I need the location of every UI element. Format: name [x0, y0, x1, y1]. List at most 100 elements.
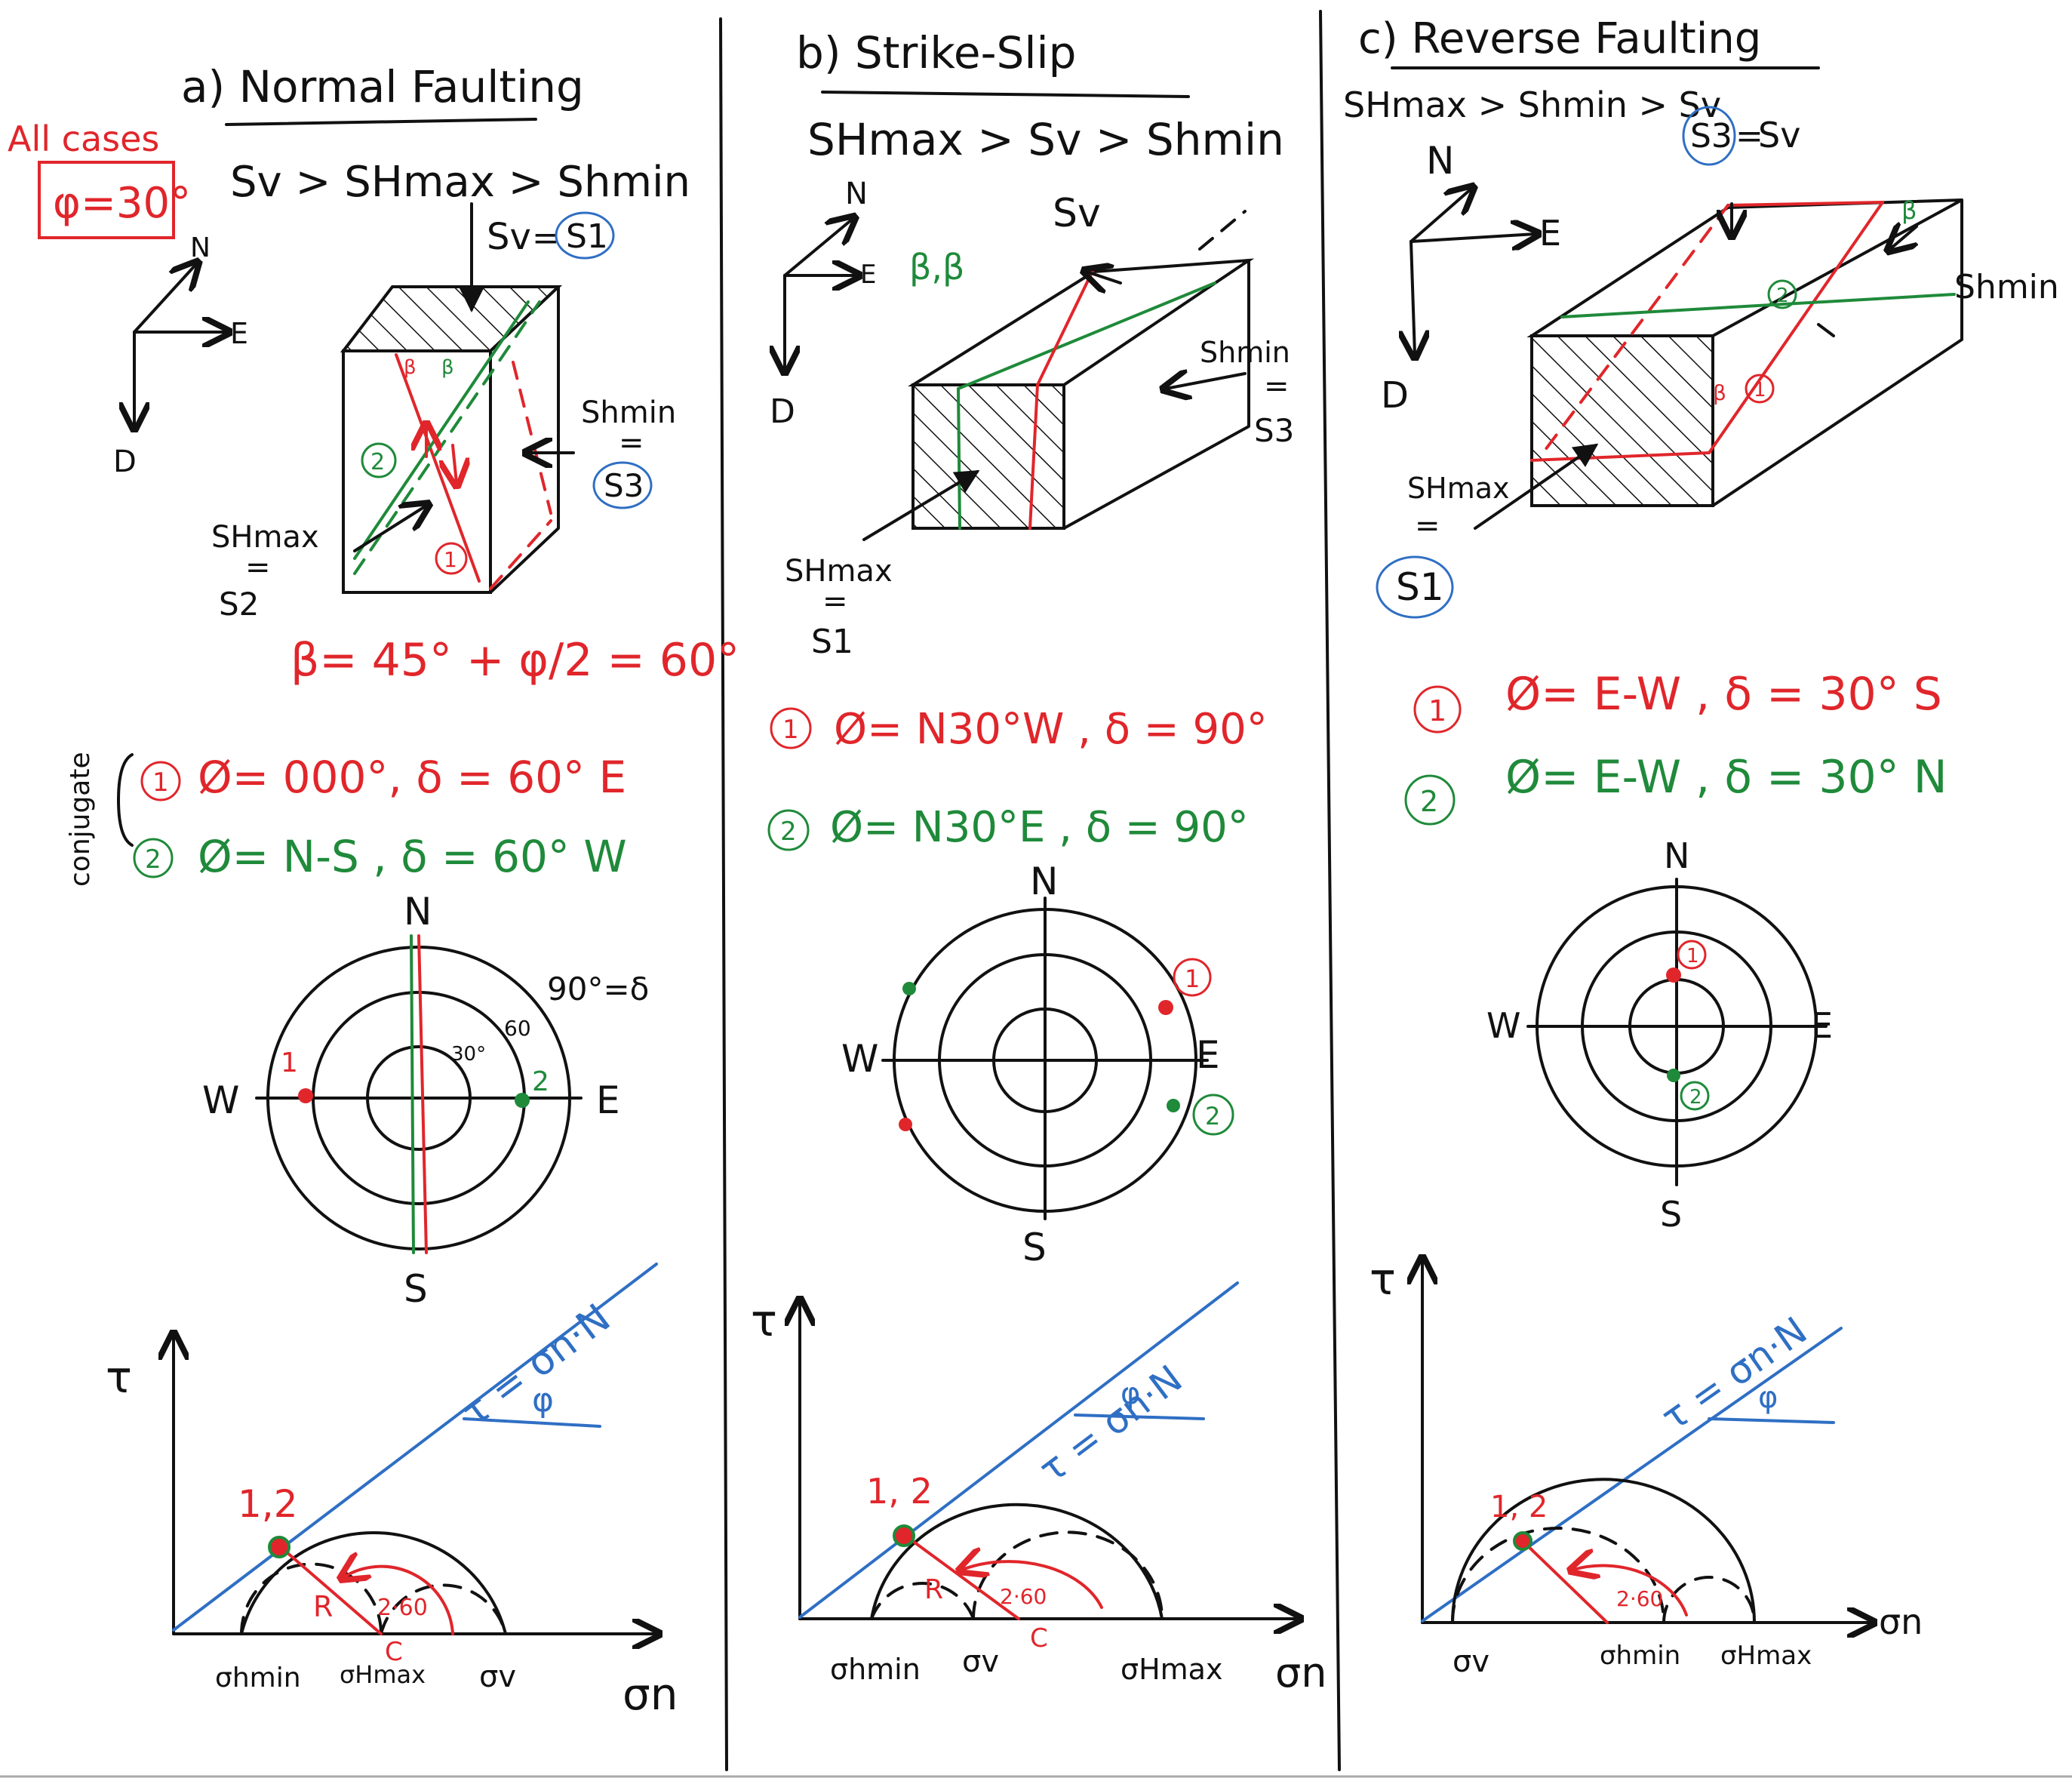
- s1-label-b: S1: [811, 623, 853, 661]
- shmin-label-c: Shmin: [1954, 268, 2059, 306]
- pole-2-label: 2: [532, 1066, 549, 1097]
- stereonet-c: N S E W 1 2: [1486, 835, 1833, 1235]
- s1-label-c: S1: [1396, 565, 1444, 609]
- stereonet-c-w: W: [1486, 1005, 1520, 1046]
- plane-1-marker: 1: [444, 547, 457, 572]
- panel-strike-slip: b) Strike-Slip SHmax > Sv > Shmin N E D …: [751, 27, 1327, 1696]
- stereonet-c-n: N: [1664, 835, 1689, 876]
- orientation-axes-icon: N E D: [113, 232, 248, 479]
- panel-a-title: a) Normal Faulting: [181, 61, 584, 112]
- plane-2-orientation-b: Ø= N30°E , δ = 90°: [830, 803, 1249, 852]
- axis-e-label: E: [230, 317, 248, 350]
- axis-n-label: N: [190, 232, 211, 263]
- shmin-label: Shmin: [581, 395, 676, 430]
- s3-label-c: S3: [1690, 117, 1732, 155]
- plane-1-circle-num-c: 1: [1428, 694, 1446, 728]
- plane-1-circle-num: 1: [152, 767, 169, 798]
- shmax-label-c: SHmax: [1407, 472, 1510, 505]
- plane-1-marker-c: 1: [1754, 379, 1766, 401]
- tau-axis-label-b: τ: [751, 1295, 777, 1346]
- phi-angle-label: φ: [532, 1381, 554, 1420]
- shmin-equals-b: =: [1264, 369, 1290, 404]
- stereonet-b-w: W: [841, 1037, 878, 1081]
- panel-reverse-faulting: c) Reverse Faulting SHmax > Shmin > Sv N…: [1343, 14, 2059, 1679]
- sigma-hmax-tick-b: σHmax: [1121, 1653, 1222, 1686]
- axis-e-label-c: E: [1539, 213, 1561, 254]
- plane-2-marker: 2: [370, 449, 385, 475]
- beta-pair-label: β,β: [909, 247, 964, 288]
- normal-fault-block: β β 2 1: [340, 202, 575, 594]
- plane-2-circle-num-b: 2: [780, 817, 797, 847]
- pole-2-label-c: 2: [1689, 1086, 1702, 1109]
- two-theta-label: 2·60: [377, 1595, 428, 1621]
- sigma-hmin-tick: σhmin: [215, 1663, 301, 1693]
- sigma-hmin-tick-c: σhmin: [1600, 1641, 1680, 1671]
- center-label: C: [385, 1637, 403, 1667]
- stereonet-b-s: S: [1022, 1226, 1047, 1269]
- pole-2-label-b: 2: [1205, 1102, 1220, 1130]
- ring-60-label: 60: [504, 1016, 531, 1041]
- phi-angle-label-c: φ: [1758, 1380, 1778, 1415]
- s3-label: S3: [604, 467, 644, 504]
- beta-formula: β= 45° + φ/2 = 60°: [291, 634, 739, 687]
- ring-30-label: 30°: [451, 1043, 486, 1066]
- s2-label: S2: [219, 586, 259, 623]
- sv-label-b: Sv: [1053, 191, 1101, 236]
- plane-2-circle-num-c: 2: [1420, 785, 1438, 818]
- sv-label: Sv: [487, 216, 531, 258]
- all-cases-label: All cases: [8, 118, 159, 159]
- orientation-axes-icon-b: N E D β,β: [770, 177, 964, 431]
- panel-a-stress-order: Sv > SHmax > Shmin: [230, 158, 690, 207]
- mohr-diagram-c: τ σn τ = σn·N φ 1, 2 2·60 σv σhmin σHmax: [1370, 1254, 1923, 1679]
- sigma-hmax-tick-c: σHmax: [1720, 1641, 1812, 1671]
- two-theta-label-c: 2·60: [1616, 1586, 1663, 1611]
- plane-2-orientation: Ø= N-S , δ = 60° W: [198, 831, 627, 882]
- sigma-n-axis-label-b: σn: [1275, 1649, 1327, 1696]
- friction-angle-label: φ=30°: [53, 179, 191, 228]
- phi-angle-label-b: φ: [1121, 1377, 1140, 1411]
- shmin-equals: =: [619, 426, 644, 460]
- failure-point-label-b: 1, 2: [866, 1471, 933, 1512]
- panel-c-stress-order: SHmax > Shmin > Sv: [1343, 85, 1721, 125]
- center-label-b: C: [1030, 1623, 1048, 1653]
- all-cases-note: All cases φ=30°: [8, 118, 191, 239]
- panel-b-title: b) Strike-Slip: [796, 27, 1076, 78]
- plane-2-orientation-c: Ø= E-W , δ = 30° N: [1505, 751, 1947, 804]
- stereonet-a-n: N: [404, 890, 432, 934]
- stereonet-b: N S E W 1 2: [841, 860, 1234, 1269]
- shmax-label: SHmax: [211, 520, 319, 555]
- shmax-label-b: SHmax: [785, 554, 893, 589]
- axis-d-label: D: [113, 444, 137, 479]
- pole-1-label-c: 1: [1686, 945, 1699, 967]
- s1-label: S1: [566, 217, 608, 256]
- sigma-hmin-tick-b: σhmin: [830, 1653, 921, 1686]
- stereonet-c-e: E: [1811, 1005, 1833, 1046]
- panel-b-stress-order: SHmax > Sv > Shmin: [807, 114, 1284, 165]
- pole-1-label-b: 1: [1185, 964, 1200, 993]
- shmin-label-b: Shmin: [1200, 336, 1290, 369]
- conjugate-label: conjugate: [65, 752, 96, 887]
- plane-1-orientation-b: Ø= N30°W , δ = 90°: [834, 705, 1268, 754]
- stereonet-c-s: S: [1660, 1194, 1682, 1235]
- sigma-n-axis-label-c: σn: [1879, 1601, 1923, 1642]
- reverse-fault-block: 2 1 β β: [1474, 196, 1963, 530]
- stereonet-b-n: N: [1030, 860, 1058, 903]
- beta-angle-label-2: β: [441, 356, 454, 379]
- panel-normal-faulting: a) Normal Faulting Sv > SHmax > Shmin N …: [65, 61, 739, 1720]
- strike-slip-block: [862, 210, 1255, 541]
- stereonet-a-e: E: [596, 1078, 620, 1122]
- beta-angle-label-c1: β: [1713, 380, 1726, 405]
- shmax-equals-b: =: [822, 584, 848, 619]
- failure-point-label-c: 1, 2: [1490, 1490, 1548, 1524]
- sigma-v-tick: σv: [479, 1660, 516, 1694]
- two-theta-label-b: 2·60: [1000, 1584, 1047, 1609]
- plane-1-orientation: Ø= 000°, δ = 60° E: [198, 752, 626, 803]
- mohr-diagram-b: τ σn τ = σn·N φ 1, 2 R C 2·60 σhmin σv σ…: [751, 1281, 1327, 1696]
- radius-label: R: [313, 1590, 333, 1623]
- stereonet-a-s: S: [404, 1267, 428, 1311]
- stereonet-a-w: W: [202, 1078, 239, 1122]
- axis-e-label-b: E: [860, 260, 876, 290]
- panel-c-title: c) Reverse Faulting: [1358, 14, 1761, 63]
- mohr-diagram-a: τ σn τ = σn·N φ 1,2 R C 2·60 σhmin σHmax…: [106, 1263, 678, 1720]
- sv-label-c: Sv: [1758, 115, 1800, 155]
